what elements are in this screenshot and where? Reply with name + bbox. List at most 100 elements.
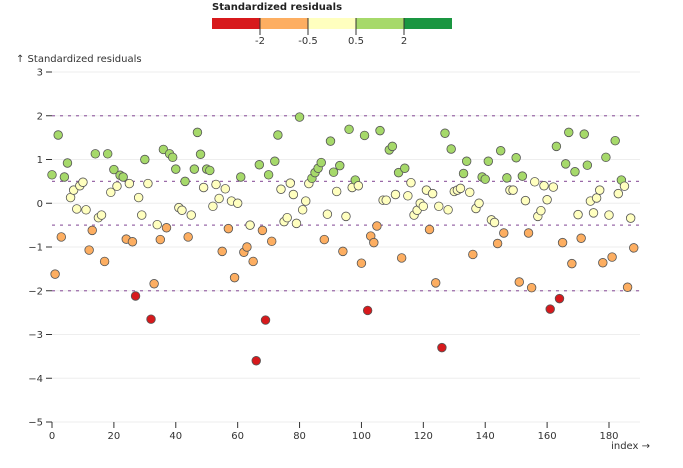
data-point[interactable] — [573, 209, 583, 220]
data-point[interactable] — [458, 168, 469, 179]
data-point[interactable] — [180, 176, 190, 187]
data-point[interactable] — [245, 220, 255, 230]
data-point[interactable] — [137, 210, 147, 220]
data-point[interactable] — [47, 170, 57, 180]
data-point[interactable] — [514, 277, 524, 287]
data-point[interactable] — [511, 153, 521, 163]
data-point[interactable] — [195, 149, 206, 159]
data-point[interactable] — [84, 245, 94, 255]
data-point[interactable] — [223, 223, 234, 234]
data-point[interactable] — [551, 141, 562, 152]
data-point[interactable] — [251, 356, 261, 366]
data-point[interactable] — [288, 189, 299, 200]
data-point[interactable] — [390, 189, 401, 200]
data-point[interactable] — [155, 234, 166, 245]
data-point[interactable] — [629, 243, 639, 253]
data-point[interactable] — [282, 212, 292, 223]
data-point[interactable] — [431, 278, 441, 288]
data-point[interactable] — [263, 170, 274, 180]
data-point[interactable] — [232, 198, 243, 208]
data-point[interactable] — [124, 178, 135, 189]
data-point[interactable] — [418, 201, 429, 212]
data-point[interactable] — [406, 177, 416, 188]
data-point[interactable] — [276, 184, 286, 194]
data-point[interactable] — [214, 193, 224, 204]
data-point[interactable] — [440, 128, 450, 138]
data-point[interactable] — [248, 256, 258, 267]
data-point[interactable] — [489, 217, 500, 228]
data-point[interactable] — [424, 224, 435, 235]
data-point[interactable] — [257, 225, 268, 236]
data-point[interactable] — [576, 233, 586, 243]
data-point[interactable] — [560, 159, 571, 169]
data-point[interactable] — [183, 232, 193, 242]
data-point[interactable] — [109, 164, 119, 175]
data-point[interactable] — [130, 291, 141, 301]
data-point[interactable] — [229, 272, 240, 283]
data-point[interactable] — [53, 130, 63, 140]
data-point[interactable] — [118, 172, 128, 182]
data-point[interactable] — [56, 232, 66, 242]
data-point[interactable] — [291, 218, 302, 229]
data-point[interactable] — [102, 149, 113, 159]
data-point[interactable] — [62, 158, 73, 168]
data-point[interactable] — [523, 228, 534, 238]
data-point[interactable] — [554, 293, 565, 304]
data-point[interactable] — [455, 183, 466, 194]
data-point[interactable] — [483, 156, 494, 166]
data-point[interactable] — [601, 152, 611, 163]
data-point[interactable] — [192, 127, 203, 138]
data-point[interactable] — [461, 156, 472, 166]
data-point[interactable] — [437, 342, 447, 353]
data-point[interactable] — [331, 186, 342, 197]
data-point[interactable] — [236, 172, 246, 182]
data-point[interactable] — [619, 181, 630, 191]
data-point[interactable] — [217, 246, 227, 257]
data-point[interactable] — [341, 211, 351, 222]
data-point[interactable] — [335, 160, 345, 171]
data-point[interactable] — [87, 225, 97, 236]
data-point[interactable] — [146, 314, 156, 324]
data-point[interactable] — [557, 237, 568, 248]
data-point[interactable] — [99, 256, 110, 267]
data-point[interactable] — [297, 205, 308, 215]
data-point[interactable] — [106, 187, 116, 198]
data-point[interactable] — [625, 213, 636, 223]
data-point[interactable] — [362, 305, 373, 316]
data-point[interactable] — [72, 204, 82, 214]
data-point[interactable] — [319, 234, 330, 245]
data-point[interactable] — [254, 160, 265, 170]
data-point[interactable] — [177, 205, 187, 215]
data-point[interactable] — [90, 149, 101, 159]
data-point[interactable] — [242, 242, 252, 252]
data-point[interactable] — [567, 258, 577, 269]
data-point[interactable] — [149, 279, 159, 289]
data-point[interactable] — [328, 167, 339, 177]
data-point[interactable] — [96, 210, 107, 220]
data-point[interactable] — [294, 112, 305, 122]
data-point[interactable] — [530, 177, 540, 187]
data-point[interactable] — [542, 195, 552, 205]
data-point[interactable] — [564, 127, 574, 138]
data-point[interactable] — [205, 165, 215, 176]
data-point[interactable] — [211, 179, 221, 190]
data-point[interactable] — [526, 282, 537, 293]
data-point[interactable] — [492, 238, 503, 249]
data-point[interactable] — [353, 181, 364, 191]
data-point[interactable] — [396, 253, 407, 263]
data-point[interactable] — [78, 177, 88, 187]
data-point[interactable] — [133, 192, 144, 203]
data-point[interactable] — [189, 164, 200, 174]
data-point[interactable] — [186, 210, 196, 220]
data-point[interactable] — [613, 188, 623, 199]
data-point[interactable] — [403, 191, 413, 201]
data-point[interactable] — [356, 258, 367, 268]
data-point[interactable] — [502, 173, 512, 183]
data-point[interactable] — [468, 249, 478, 260]
data-point[interactable] — [474, 198, 484, 208]
data-point[interactable] — [322, 209, 333, 219]
data-point[interactable] — [539, 181, 549, 191]
data-point[interactable] — [198, 182, 209, 193]
data-point[interactable] — [325, 136, 336, 146]
data-point[interactable] — [480, 174, 490, 184]
